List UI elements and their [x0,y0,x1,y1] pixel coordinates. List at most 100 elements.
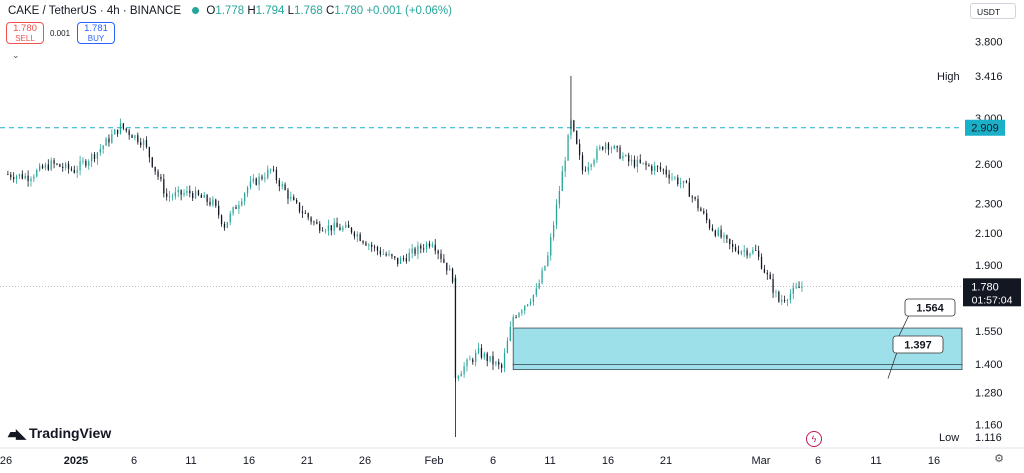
market-open-icon [192,6,200,14]
candle-body [131,135,133,138]
candle-body [538,283,540,289]
candle-body [449,268,451,271]
candle-body [379,250,382,255]
x-tick-label: 26 [0,455,12,467]
candle-body [555,204,558,225]
low-value: 1.768 [294,5,323,17]
candle-body [41,165,44,169]
candle-body [783,299,786,301]
candle-body [128,130,130,136]
x-tick-label: 11 [185,455,196,467]
candle-body [157,171,159,177]
candle-body [64,163,67,168]
resistance-price-label: 2.909 [971,123,999,135]
open-label: O [206,5,216,17]
candle-body [593,160,595,165]
candle-body [168,196,171,198]
candle-body [671,177,673,179]
candle-body [607,143,610,150]
candle-body [604,143,607,150]
candle-body [206,195,208,202]
candle-body [223,223,226,228]
sell-button[interactable]: 1.780 SELL [6,22,44,44]
candle-body [781,299,783,302]
candle-body [67,163,70,169]
candle-body [590,164,592,167]
candle-body [414,248,416,254]
candle-body [385,254,387,256]
candle-body [215,199,217,206]
candle-body [382,254,384,255]
candle-body [477,347,480,353]
candle-body [486,353,488,361]
candle-body [708,220,711,228]
buy-label: BUY [87,34,105,43]
buy-price: 1.781 [84,23,108,34]
demand-zone-lower [512,364,963,371]
currency-selector[interactable]: USDT [970,3,1016,19]
y-tick-label: 1.400 [975,359,1003,371]
candle-body [578,143,581,156]
settings-gear-icon[interactable]: ⚙ [994,453,1004,465]
candle-body [642,162,644,164]
candle-body [290,196,292,199]
candle-body [786,300,789,302]
symbol-title[interactable]: CAKE / TetherUS · 4h · BINANCE [8,5,181,17]
candle-body [388,254,390,256]
candle-body [186,190,188,194]
candle-body [726,235,728,239]
candle-body [550,237,552,256]
collapse-chevron-icon[interactable]: ⌄ [12,50,20,60]
candle-body [220,215,223,224]
candle-body [423,248,425,250]
candle-body [316,221,318,224]
candle-body [694,196,696,200]
candle-body [391,254,393,257]
candle-body [142,140,145,146]
candle-body [512,317,514,327]
candle-body [397,257,399,264]
candle-body [44,164,47,169]
candle-body [619,147,621,159]
x-tick-label: 16 [928,455,940,467]
candle-body [558,191,561,205]
candle-body [47,164,49,170]
candle-body [18,174,21,177]
candle-body [480,347,483,358]
x-tick-label: Feb [425,455,444,467]
candle-body [599,146,601,149]
lightning-icon[interactable]: ϟ [806,431,822,447]
x-tick-label: 16 [602,455,614,467]
candle-body [119,123,122,134]
high-label: High [937,71,960,83]
candle-body [287,190,289,199]
candle-body [82,160,84,162]
candle-body [30,178,32,182]
candle-body [532,294,535,302]
spread-value: 0.001 [50,29,71,38]
low-label: L [287,5,295,17]
sell-label: SELL [15,34,35,43]
candle-body [345,224,347,228]
candle-body [628,155,630,162]
candle-body [428,243,431,247]
buy-button[interactable]: 1.781 BUY [77,22,115,44]
candle-body [373,246,376,248]
candle-body [564,160,566,172]
candle-body [53,160,55,164]
candle-body [284,184,286,191]
candle-body [111,134,113,143]
candle-body [613,145,615,149]
candle-body [192,193,194,199]
candle-body [180,189,182,195]
candle-body [625,155,627,156]
candle-body [359,234,361,241]
candle-body [535,288,537,295]
candle-body [706,213,708,221]
candle-body [200,194,202,198]
x-tick-label: 6 [490,455,496,467]
candle-body [235,207,237,209]
candle-body [114,129,116,135]
candle-body [90,154,93,162]
